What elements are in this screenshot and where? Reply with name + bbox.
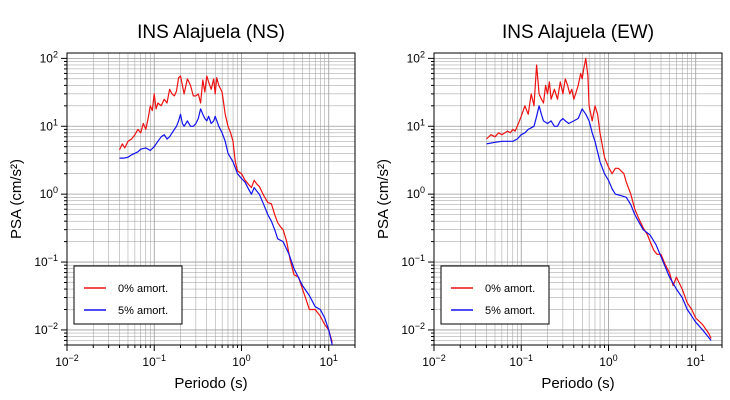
y-tick-label: 100 [407,185,425,201]
legend-ew: 0% amort. 5% amort. [440,265,550,325]
series-line-blue-ew [486,105,712,341]
series-line-blue-ns [119,108,333,346]
legend-label: 5% amort. [485,305,535,317]
y-tick-label: 10−2 [401,321,425,337]
plot-frame-ew [433,52,723,346]
y-axis-label-ew: PSA (cm/s²) [375,159,392,239]
legend-label: 5% amort. [118,305,168,317]
x-tick-label: 100 [599,353,617,369]
y-axis-label-ns: PSA (cm/s²) [8,159,25,239]
series-line-red-ew [486,57,712,339]
y-tick-label: 10−2 [34,321,58,337]
y-tick-label: 102 [407,49,425,65]
legend-label: 0% amort. [485,283,535,295]
chart-title-ns: INS Alajuela (NS) [137,22,285,43]
y-tick-label: 10−1 [401,253,425,269]
y-tick-label: 100 [40,185,58,201]
x-axis-label-ns: Periodo (s) [174,375,247,392]
legend-box [440,265,550,325]
x-axis-label-ew: Periodo (s) [541,375,614,392]
legend-label: 0% amort. [118,283,168,295]
y-tick-label: 102 [40,49,58,65]
chart-title-ew: INS Alajuela (EW) [502,22,654,43]
y-tick-label: 101 [40,117,58,133]
x-tick-label: 10−1 [142,353,166,369]
chart-panel-ns: 10−2 10−1 100 101 10−2 10−1 100 101 102 INS Alaju… [8,22,356,392]
tick-marks-ew [428,57,723,351]
x-tick-label: 10−2 [422,353,446,369]
y-tick-label: 10−1 [34,253,58,269]
x-tick-label: 101 [687,353,705,369]
series-line-red-ns [118,75,333,343]
x-tick-label: 10−2 [55,353,79,369]
legend-box [73,265,183,325]
legend-ns: 0% amort. 5% amort. [73,265,183,325]
x-tick-label: 101 [320,353,338,369]
plot-frame-ns [66,52,356,346]
tick-marks-ns [61,57,356,351]
x-tick-label: 10−1 [509,353,533,369]
y-tick-label: 101 [407,117,425,133]
chart-panel-ew: 10−2 10−1 100 101 10−2 10−1 100 101 102 INS Alaju… [375,22,723,392]
x-tick-label: 100 [232,353,250,369]
